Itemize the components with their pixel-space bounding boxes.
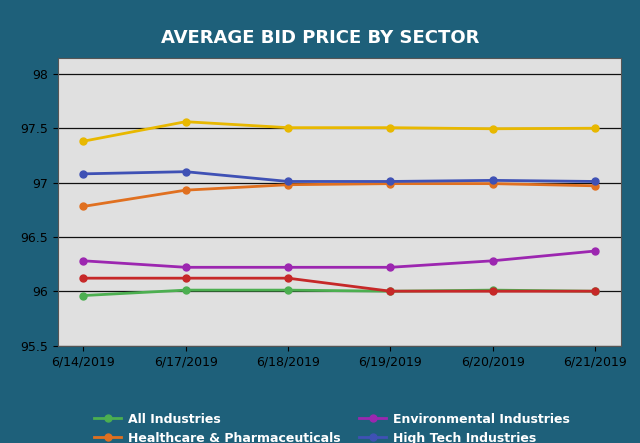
High Tech Industries <box>79 171 87 176</box>
All Industries <box>182 288 189 293</box>
Healthcare & Pharmaceuticals <box>591 183 599 188</box>
Line: All Industries: All Industries <box>80 287 598 299</box>
Environmental Industries <box>489 258 497 264</box>
High Tech Industries <box>284 179 292 184</box>
Services: Business: (3, 97.5): Business: (3, 97.5) <box>387 125 394 130</box>
Legend: All Industries, Healthcare & Pharmaceuticals, Services: Business, Environmental : All Industries, Healthcare & Pharmaceuti… <box>86 405 592 443</box>
All Industries <box>284 288 292 293</box>
Line: Environmental Industries: Environmental Industries <box>80 248 598 271</box>
Services: Business: (4, 97.5): Business: (4, 97.5) <box>489 126 497 132</box>
Services: Business: (0, 97.4): Business: (0, 97.4) <box>79 139 87 144</box>
High Tech Industries <box>591 179 599 184</box>
Environmental Industries <box>387 264 394 270</box>
High Tech Industries <box>489 178 497 183</box>
Text: AVERAGE BID PRICE BY SECTOR: AVERAGE BID PRICE BY SECTOR <box>161 29 479 47</box>
Environmental Industries <box>591 249 599 254</box>
All Industries <box>591 288 599 294</box>
Line: Services: Business: Services: Business <box>80 118 598 145</box>
Sovereign & Public Finance <box>182 276 189 281</box>
Environmental Industries <box>79 258 87 264</box>
Environmental Industries <box>284 264 292 270</box>
All Industries <box>79 293 87 298</box>
Healthcare & Pharmaceuticals <box>284 182 292 187</box>
High Tech Industries <box>182 169 189 175</box>
Sovereign & Public Finance <box>591 288 599 294</box>
Services: Business: (1, 97.6): Business: (1, 97.6) <box>182 119 189 124</box>
Environmental Industries <box>182 264 189 270</box>
Healthcare & Pharmaceuticals <box>182 187 189 193</box>
Healthcare & Pharmaceuticals <box>387 181 394 187</box>
Line: Sovereign & Public Finance: Sovereign & Public Finance <box>80 275 598 295</box>
Healthcare & Pharmaceuticals <box>489 181 497 187</box>
Services: Business: (2, 97.5): Business: (2, 97.5) <box>284 125 292 130</box>
Line: High Tech Industries: High Tech Industries <box>80 168 598 185</box>
Sovereign & Public Finance <box>79 276 87 281</box>
Line: Healthcare & Pharmaceuticals: Healthcare & Pharmaceuticals <box>80 180 598 210</box>
All Industries <box>387 288 394 294</box>
Sovereign & Public Finance <box>387 288 394 294</box>
Sovereign & Public Finance <box>284 276 292 281</box>
High Tech Industries <box>387 179 394 184</box>
Healthcare & Pharmaceuticals <box>79 204 87 209</box>
Sovereign & Public Finance <box>489 288 497 294</box>
Services: Business: (5, 97.5): Business: (5, 97.5) <box>591 125 599 131</box>
All Industries <box>489 288 497 293</box>
